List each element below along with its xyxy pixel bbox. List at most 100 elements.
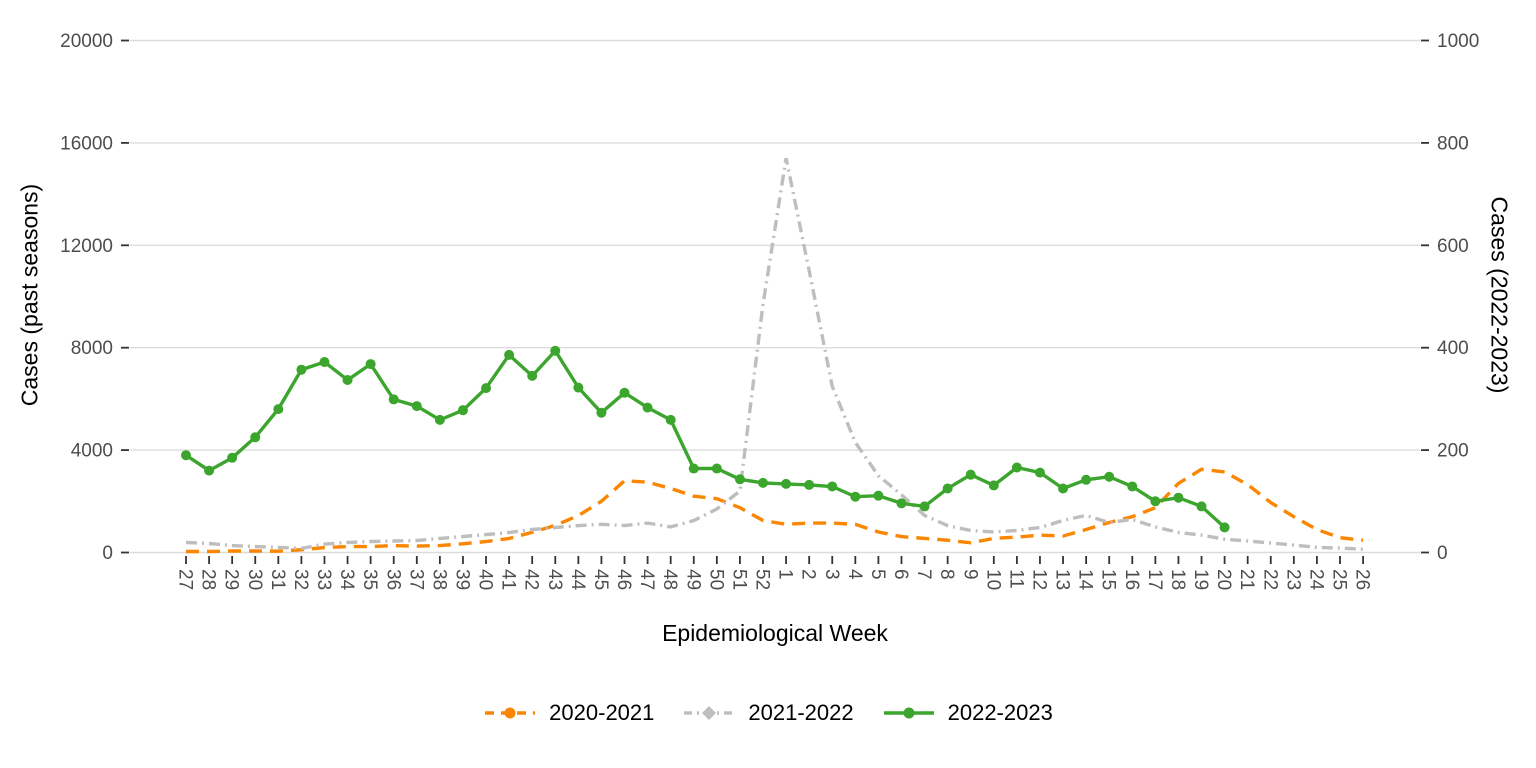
right-axis-tick-label: 600 — [1437, 236, 1469, 257]
data-point-2022-2023 — [619, 387, 630, 398]
data-point-2022-2023 — [965, 469, 976, 480]
data-point-2022-2023 — [1150, 496, 1161, 507]
data-point-2022-2023 — [1173, 492, 1184, 503]
left-axis-tick-label: 16000 — [60, 133, 113, 154]
x-axis-tick-label: 25 — [1329, 569, 1350, 590]
x-axis-tick-label: 28 — [198, 569, 219, 590]
left-axis-title: Cases (past seasons) — [16, 183, 43, 407]
x-axis-tick-label: 16 — [1121, 569, 1142, 590]
x-axis-tick-label: 43 — [544, 569, 565, 590]
x-axis-tick-label: 4 — [844, 569, 865, 580]
data-point-2022-2023 — [527, 370, 538, 381]
x-axis-tick-label: 38 — [428, 569, 449, 590]
data-point-2022-2023 — [1196, 501, 1207, 512]
x-axis-tick-label: 41 — [498, 569, 519, 590]
data-point-2022-2023 — [250, 432, 261, 443]
x-axis-tick-label: 31 — [267, 569, 288, 590]
series-line-2021-2022 — [185, 157, 1364, 551]
left-axis-tick-label: 20000 — [60, 31, 113, 52]
legend-key-dashdot-gray-icon — [684, 706, 735, 720]
series-line-2022-2023 — [185, 348, 1226, 529]
x-axis-tick-label: 40 — [475, 569, 496, 590]
x-axis-tick-label: 30 — [244, 569, 265, 590]
data-point-2022-2023 — [804, 479, 815, 490]
legend-item-2022-2023: 2022-2023 — [882, 700, 1053, 726]
data-point-2022-2023 — [296, 364, 307, 375]
x-axis-tick-label: 10 — [982, 569, 1003, 590]
data-point-2022-2023 — [1104, 471, 1115, 482]
data-point-2022-2023 — [850, 491, 861, 502]
x-axis-tick-label: 15 — [1098, 569, 1119, 590]
data-point-2022-2023 — [758, 477, 768, 488]
data-point-2022-2023 — [434, 414, 445, 425]
x-axis-tick-label: 48 — [659, 569, 680, 590]
data-point-2022-2023 — [227, 452, 238, 463]
data-point-2022-2023 — [827, 481, 838, 492]
data-point-2022-2023 — [1219, 522, 1230, 533]
data-point-2022-2023 — [688, 463, 699, 474]
x-axis-tick-label: 29 — [221, 569, 242, 590]
x-axis-tick-label: 12 — [1029, 569, 1050, 590]
legend-item-2021-2022: 2021-2022 — [682, 700, 854, 726]
data-point-2022-2023 — [781, 478, 792, 489]
data-point-2022-2023 — [388, 394, 399, 405]
x-axis-tick-label: 14 — [1075, 569, 1096, 591]
data-point-2022-2023 — [1011, 462, 1022, 473]
x-axis-tick-label: 9 — [959, 569, 980, 580]
x-axis-tick-label: 49 — [682, 569, 703, 590]
right-axis-tick-label: 400 — [1437, 338, 1469, 359]
x-axis-tick-label: 35 — [359, 569, 380, 590]
data-point-2022-2023 — [550, 345, 561, 356]
series-line-2020-2021 — [186, 467, 1364, 554]
legend-label: 2020-2021 — [549, 700, 655, 725]
left-axis-tick-label: 0 — [102, 543, 113, 564]
right-axis-tick-label: 1000 — [1437, 31, 1479, 52]
x-axis-tick-label: 2 — [798, 569, 819, 580]
right-axis-tick-label: 200 — [1437, 441, 1469, 462]
x-axis-tick-label: 3 — [821, 569, 842, 580]
x-axis-tick-label: 18 — [1167, 569, 1188, 590]
data-point-2022-2023 — [1058, 483, 1069, 494]
x-axis-tick-label: 13 — [1052, 569, 1073, 590]
data-point-2022-2023 — [1127, 481, 1138, 492]
x-axis-tick-label: 19 — [1190, 569, 1211, 590]
data-point-2022-2023 — [457, 405, 468, 416]
x-axis-tick-label: 24 — [1305, 569, 1326, 591]
data-point-2022-2023 — [665, 414, 676, 425]
x-axis-tick-label: 36 — [382, 569, 403, 590]
x-axis-tick-label: 1 — [775, 569, 796, 580]
data-point-2022-2023 — [734, 474, 745, 485]
x-axis-tick-label: 51 — [728, 569, 749, 590]
circle-marker-icon — [903, 707, 915, 719]
x-axis-tick-label: 52 — [752, 569, 773, 590]
data-point-2022-2023 — [411, 401, 422, 412]
x-axis-tick-label: 6 — [890, 569, 911, 580]
legend-item-2020-2021: 2020-2021 — [483, 700, 654, 726]
x-axis-tick-label: 42 — [521, 569, 542, 590]
right-axis-title: Cases (2022-2023) — [1486, 196, 1513, 394]
x-axis-tick-label: 39 — [452, 569, 473, 590]
x-axis-tick-label: 33 — [313, 569, 334, 590]
x-axis-tick-label: 47 — [636, 569, 657, 590]
data-point-2022-2023 — [1081, 474, 1092, 485]
right-axis-tick-label: 0 — [1437, 543, 1448, 564]
data-point-2022-2023 — [481, 383, 492, 394]
x-axis-tick-label: 23 — [1282, 569, 1303, 590]
x-axis-title: Epidemiological Week — [662, 620, 888, 646]
data-point-2022-2023 — [573, 382, 584, 393]
left-axis-tick-label: 12000 — [60, 236, 113, 257]
data-point-2022-2023 — [988, 480, 999, 491]
data-point-2022-2023 — [342, 374, 353, 385]
x-axis-tick-label: 21 — [1236, 569, 1257, 590]
diamond-marker-icon — [702, 706, 717, 720]
legend-label: 2021-2022 — [748, 700, 854, 725]
circle-marker-icon — [504, 707, 516, 719]
x-axis-tick-label: 34 — [336, 569, 357, 591]
data-point-2022-2023 — [873, 490, 884, 501]
x-axis-tick-label: 32 — [290, 569, 311, 590]
x-axis-tick-label: 44 — [567, 569, 588, 591]
x-axis-tick-label: 22 — [1259, 569, 1280, 590]
left-axis-tick-label: 4000 — [71, 441, 113, 462]
